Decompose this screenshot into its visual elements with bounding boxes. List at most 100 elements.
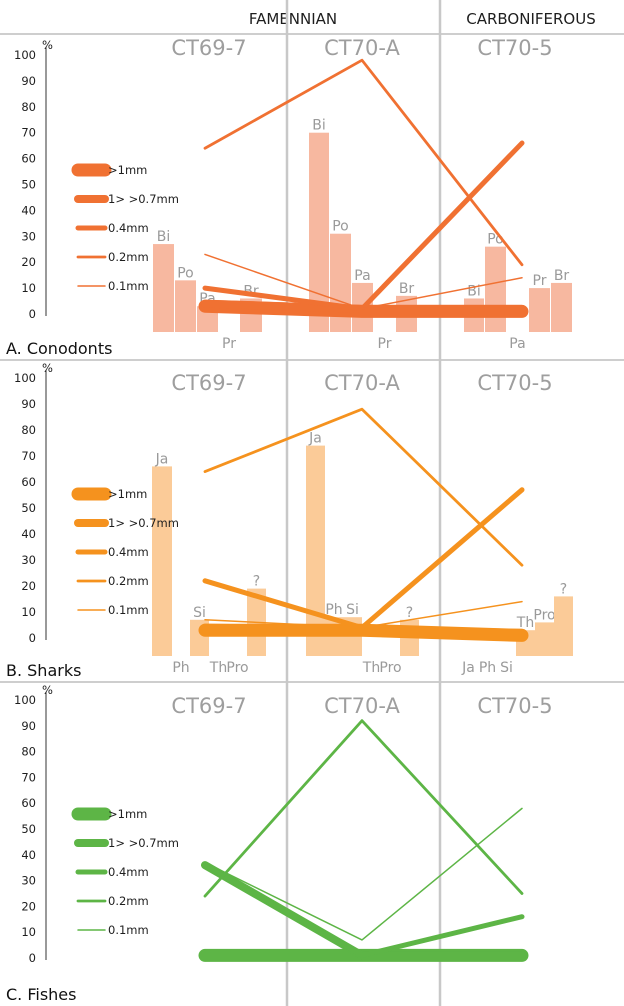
y-tick-label: 100	[14, 371, 36, 385]
bar-label-si: Si	[500, 660, 513, 676]
y-tick-label: 30	[21, 229, 36, 243]
bar-ct70-a-ja	[306, 445, 325, 656]
series-line-1gt-gt0-7mm	[201, 623, 526, 637]
y-tick-label: 0	[29, 951, 36, 965]
legend-label-1gt-gt0-7mm: 1> >0.7mm	[108, 516, 179, 530]
site-label-ct69-7: CT69-7	[171, 371, 246, 395]
bar-ct70-5-pro	[535, 622, 554, 656]
y-tick-label: 60	[21, 152, 36, 166]
y-tick-label: 70	[21, 449, 36, 463]
legend-label-0-1mm: 0.1mm	[108, 923, 149, 937]
site-label-ct69-7: CT69-7	[171, 36, 246, 60]
site-dividers	[285, 0, 442, 1006]
bar-label-unknown: ?	[253, 574, 260, 590]
y-tick-label: 90	[21, 74, 36, 88]
bar-label-si: Si	[346, 602, 359, 618]
bar-label-ph: Ph	[325, 602, 342, 618]
y-tick-label: 20	[21, 579, 36, 593]
y-tick-label: 60	[21, 796, 36, 810]
legend-label-0-4mm: 0.4mm	[108, 865, 149, 879]
y-tick-label: 50	[21, 822, 36, 836]
site-label-ct70-5: CT70-5	[477, 694, 552, 718]
bar-label-ja: Ja	[155, 451, 169, 467]
legend-label-0-1mm: 0.1mm	[108, 279, 149, 293]
series-line-0-1mm	[204, 807, 523, 941]
legend-label-0-2mm: 0.2mm	[108, 894, 149, 908]
bar-label-pro: Pro	[379, 660, 401, 676]
bar-ct70-5-br	[551, 282, 572, 332]
y-tick-label: 90	[21, 397, 36, 411]
bar-label-ph: Ph	[172, 660, 189, 676]
famennian-label: FAMENNIAN	[249, 10, 337, 28]
y-axis-unit-label: %	[42, 38, 53, 52]
bar-ct70-a-bi	[309, 132, 329, 332]
y-tick-label: 30	[21, 553, 36, 567]
y-tick-label: 70	[21, 770, 36, 784]
bar-ct70-5-pr	[529, 288, 550, 332]
panel-title: C. Fishes	[6, 985, 76, 1004]
panel-separators	[0, 33, 624, 683]
series-line-0-2mm	[203, 719, 524, 898]
series-line-0-1mm	[204, 600, 523, 629]
y-tick-label: 20	[21, 255, 36, 269]
y-tick-label: 90	[21, 719, 36, 733]
bar-label-pr: Pr	[533, 273, 547, 289]
bar-label-th: Th	[362, 660, 380, 676]
site-label-ct69-7: CT69-7	[171, 694, 246, 718]
y-tick-label: 40	[21, 848, 36, 862]
legend-label-gt1mm: >1mm	[108, 487, 147, 501]
bar-label-ph: Ph	[479, 660, 496, 676]
bar-ct70-5-po	[485, 246, 506, 332]
site-label-ct70-5: CT70-5	[477, 36, 552, 60]
y-tick-label: 100	[14, 693, 36, 707]
y-tick-label: 80	[21, 745, 36, 759]
bar-label-pr: Pr	[378, 336, 392, 352]
legend-label-1gt-gt0-7mm: 1> >0.7mm	[108, 192, 179, 206]
y-tick-label: 100	[14, 48, 36, 62]
legend-label-0-1mm: 0.1mm	[108, 603, 149, 617]
y-tick-label: 50	[21, 501, 36, 515]
y-tick-label: 0	[29, 631, 36, 645]
legend-label-1gt-gt0-7mm: 1> >0.7mm	[108, 836, 179, 850]
legend-label-0-4mm: 0.4mm	[108, 545, 149, 559]
panel-b-sharks: 0 10 20 30 40 50 60 70 80 90 100% CT69-7 CT70-A CT70-…	[6, 361, 573, 680]
y-axis-unit-label: %	[42, 683, 53, 697]
series-line-0-1mm	[204, 253, 523, 310]
y-tick-label: 80	[21, 100, 36, 114]
bar-label-ja: Ja	[461, 660, 475, 676]
bar-label-br: Br	[399, 281, 415, 297]
legend-label-0-4mm: 0.4mm	[108, 221, 149, 235]
bar-label-th: Th	[516, 615, 534, 631]
y-tick-label: 30	[21, 874, 36, 888]
bar-ct69-7-ja	[152, 466, 172, 656]
y-tick-label: 10	[21, 281, 36, 295]
y-tick-label: 0	[29, 307, 36, 321]
panel-title: B. Sharks	[6, 661, 81, 680]
bar-label-po: Po	[177, 265, 194, 281]
bar-label-pro: Pro	[226, 660, 248, 676]
bar-label-br: Br	[554, 268, 570, 284]
bar-label-bi: Bi	[157, 229, 171, 245]
series-line-0-2mm	[203, 58, 524, 267]
y-tick-label: 40	[21, 203, 36, 217]
bar-ct69-7-po	[175, 280, 196, 332]
bar-label-po: Po	[332, 219, 349, 235]
y-tick-label: 40	[21, 527, 36, 541]
legend-label-gt1mm: >1mm	[108, 807, 147, 821]
series-line-0-2mm	[203, 407, 524, 567]
y-tick-label: 80	[21, 423, 36, 437]
series-line-1gt-gt0-7mm	[201, 861, 526, 960]
panel-a-conodonts: 0 10 20 30 40 50 60 70 80 90 100% CT69-7 CT70-A CT70-…	[6, 36, 572, 358]
bar-label-bi: Bi	[312, 118, 326, 134]
y-tick-label: 50	[21, 178, 36, 192]
bar-ct70-5-unknown	[554, 596, 573, 656]
y-tick-label: 60	[21, 475, 36, 489]
bar-label-ja: Ja	[308, 431, 322, 447]
header: FAMENNIAN CARBONIFEROUS	[249, 10, 596, 28]
legend-label-0-2mm: 0.2mm	[108, 574, 149, 588]
legend-label-gt1mm: >1mm	[108, 163, 147, 177]
bar-label-unknown: ?	[560, 581, 567, 597]
bar-label-pa: Pa	[354, 268, 370, 284]
